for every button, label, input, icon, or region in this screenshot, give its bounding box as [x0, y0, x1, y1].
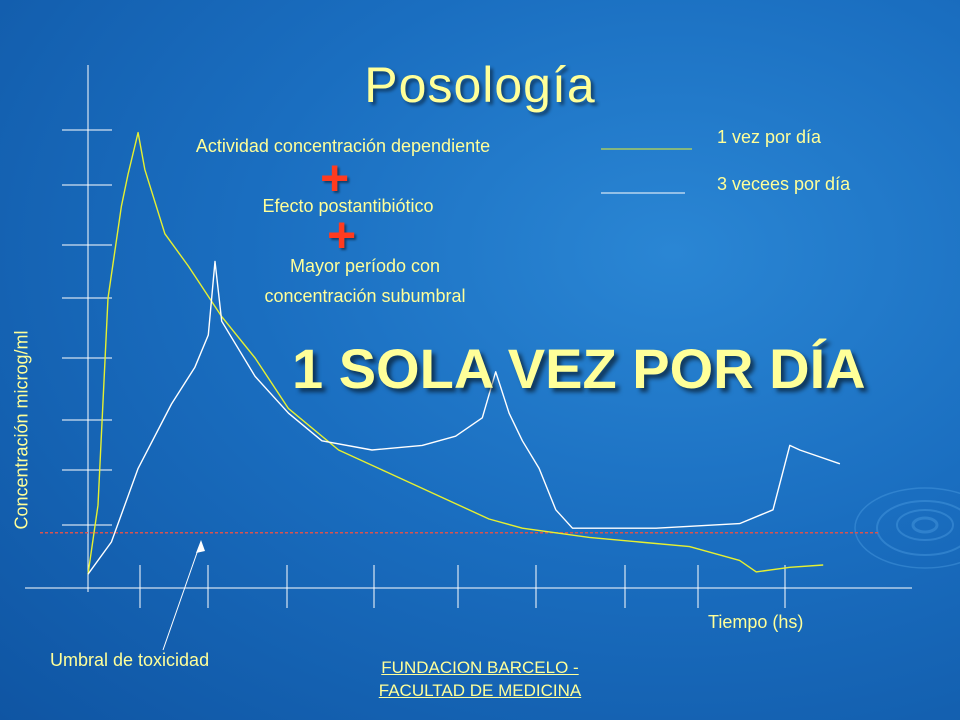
series-line-1 — [87, 131, 824, 575]
x-axis-label: Tiempo (hs) — [708, 612, 804, 632]
annotation-efecto: Efecto postantibiótico — [262, 196, 434, 216]
footer-line-2: FACULTAD DE MEDICINA — [378, 681, 582, 700]
series-line-2 — [87, 260, 841, 575]
annotation-mayor-line1: Mayor período con — [289, 256, 441, 276]
threshold-arrow-line — [162, 546, 200, 651]
slide-title: Posología — [364, 57, 596, 113]
footer: FUNDACION BARCELO - FACULTAD DE MEDICINA — [340, 656, 620, 702]
legend-label-three: 3 vecees por día — [717, 174, 851, 194]
conclusion-text: 1 SOLA VEZ POR DÍA — [292, 337, 866, 400]
plus-sign-2: + — [327, 207, 357, 263]
legend-label-once: 1 vez por día — [717, 127, 822, 147]
threshold-annotation: Umbral de toxicidad — [50, 650, 210, 670]
annotation-mayor-line2: concentración subumbral — [264, 286, 466, 306]
threshold-arrow-head — [196, 540, 205, 553]
annotation-actividad: Actividad concentración dependiente — [195, 136, 491, 156]
footer-line-1: FUNDACION BARCELO - — [381, 658, 579, 677]
y-axis-label: Concentración microg/ml — [11, 330, 32, 530]
plus-sign-1: + — [320, 150, 350, 206]
